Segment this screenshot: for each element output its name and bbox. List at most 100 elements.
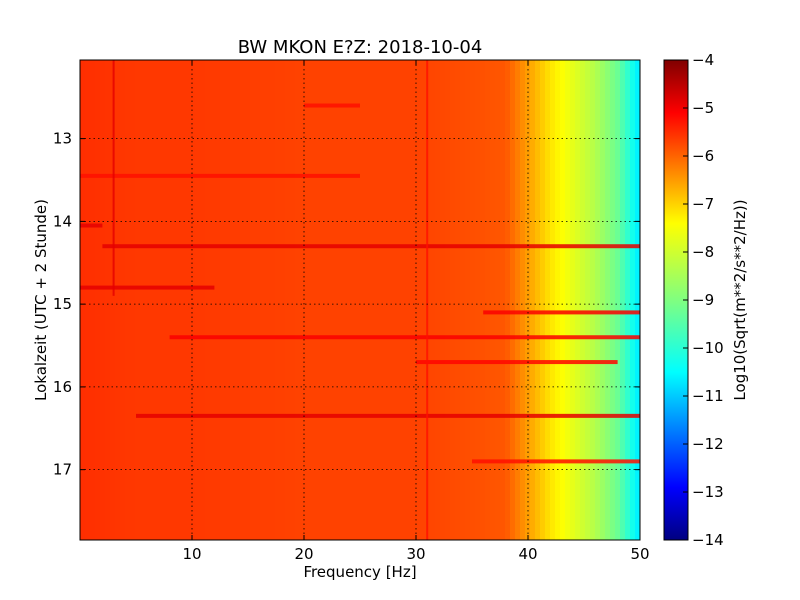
y-axis-label: Lokalzeit (UTC + 2 Stunde) <box>32 199 50 401</box>
spectral-band <box>315 60 321 540</box>
spectral-band <box>305 60 311 540</box>
spectral-band <box>85 60 91 540</box>
spectral-band <box>275 60 281 540</box>
spectral-band <box>625 60 631 540</box>
spectral-band <box>125 60 131 540</box>
spectral-band <box>175 60 181 540</box>
spectral-band <box>320 60 326 540</box>
spectral-band <box>280 60 286 540</box>
spectral-band <box>220 60 226 540</box>
spectral-band <box>515 60 521 540</box>
colorbar-ticks: −4 −5 −6 −7 −8 −9 −10 −11 −12 −13 −14 <box>683 51 724 549</box>
heatmap-features <box>80 60 640 540</box>
spectral-band <box>105 60 111 540</box>
spectral-band <box>570 60 576 540</box>
spectral-band <box>415 60 421 540</box>
x-tick-label: 30 <box>406 545 425 563</box>
horizontal-feature <box>80 285 215 290</box>
colorbar-tick-label: −13 <box>692 483 724 501</box>
colorbar-tick-label: −10 <box>692 339 724 357</box>
spectral-band <box>80 60 86 540</box>
spectral-band <box>140 60 146 540</box>
spectral-band <box>135 60 141 540</box>
spectral-band <box>120 60 126 540</box>
spectral-band <box>355 60 361 540</box>
spectral-band <box>635 60 641 540</box>
spectral-band <box>160 60 166 540</box>
spectral-band <box>500 60 506 540</box>
spectral-band <box>565 60 571 540</box>
spectral-band <box>550 60 556 540</box>
spectral-band <box>225 60 231 540</box>
spectral-band <box>605 60 611 540</box>
spectral-band <box>520 60 526 540</box>
horizontal-feature <box>472 459 640 464</box>
spectral-band <box>365 60 371 540</box>
spectral-band <box>95 60 101 540</box>
spectral-band <box>465 60 471 540</box>
spectral-band <box>90 60 96 540</box>
colorbar-label: Log10(Sqrt(m**2/s**2/Hz)) <box>731 199 749 400</box>
spectral-band <box>585 60 591 540</box>
horizontal-feature <box>136 413 640 418</box>
spectral-band <box>290 60 296 540</box>
spectral-band <box>600 60 606 540</box>
spectral-band <box>265 60 271 540</box>
colorbar-tick-label: −7 <box>692 195 714 213</box>
spectral-band <box>100 60 106 540</box>
spectral-band <box>245 60 251 540</box>
spectral-band <box>145 60 151 540</box>
spectral-band <box>535 60 541 540</box>
y-tick-label: 17 <box>53 461 72 479</box>
spectral-band <box>440 60 446 540</box>
horizontal-feature <box>416 360 618 365</box>
spectral-band <box>205 60 211 540</box>
x-tick-label: 40 <box>518 545 537 563</box>
spectral-band <box>405 60 411 540</box>
colorbar: −4 −5 −6 −7 −8 −9 −10 −11 −12 −13 −14 <box>663 51 724 549</box>
spectral-band <box>595 60 601 540</box>
spectral-band <box>260 60 266 540</box>
spectral-band <box>340 60 346 540</box>
spectral-band <box>335 60 341 540</box>
spectral-band <box>360 60 366 540</box>
spectral-band <box>155 60 161 540</box>
spectral-band <box>190 60 196 540</box>
spectral-band <box>540 60 546 540</box>
spectral-band <box>215 60 221 540</box>
spectral-band <box>575 60 581 540</box>
spectral-band <box>150 60 156 540</box>
spectral-band <box>230 60 236 540</box>
spectral-band <box>530 60 536 540</box>
spectral-band <box>450 60 456 540</box>
horizontal-feature <box>169 335 640 340</box>
spectral-band <box>610 60 616 540</box>
spectral-band <box>560 60 566 540</box>
spectral-band <box>255 60 261 540</box>
spectral-band <box>590 60 596 540</box>
spectral-band <box>475 60 481 540</box>
spectral-band <box>270 60 276 540</box>
spectral-band <box>510 60 516 540</box>
spectral-band <box>115 60 121 540</box>
colorbar-tick-label: −12 <box>692 435 724 453</box>
horizontal-feature <box>80 173 360 178</box>
y-tick-label: 16 <box>53 378 72 396</box>
spectral-band <box>370 60 376 540</box>
spectral-band <box>410 60 416 540</box>
spectral-band <box>110 60 116 540</box>
spectral-band <box>445 60 451 540</box>
spectral-band <box>555 60 561 540</box>
plot-area <box>79 59 641 541</box>
spectral-band <box>285 60 291 540</box>
horizontal-feature <box>80 223 103 228</box>
x-tick-label: 50 <box>630 545 649 563</box>
spectral-band <box>400 60 406 540</box>
spectral-band <box>385 60 391 540</box>
x-tick-label: 20 <box>294 545 313 563</box>
spectral-band <box>165 60 171 540</box>
chart-title: BW MKON E?Z: 2018-10-04 <box>238 37 483 58</box>
plot-frame <box>79 59 641 541</box>
spectral-band <box>390 60 396 540</box>
spectral-band <box>195 60 201 540</box>
